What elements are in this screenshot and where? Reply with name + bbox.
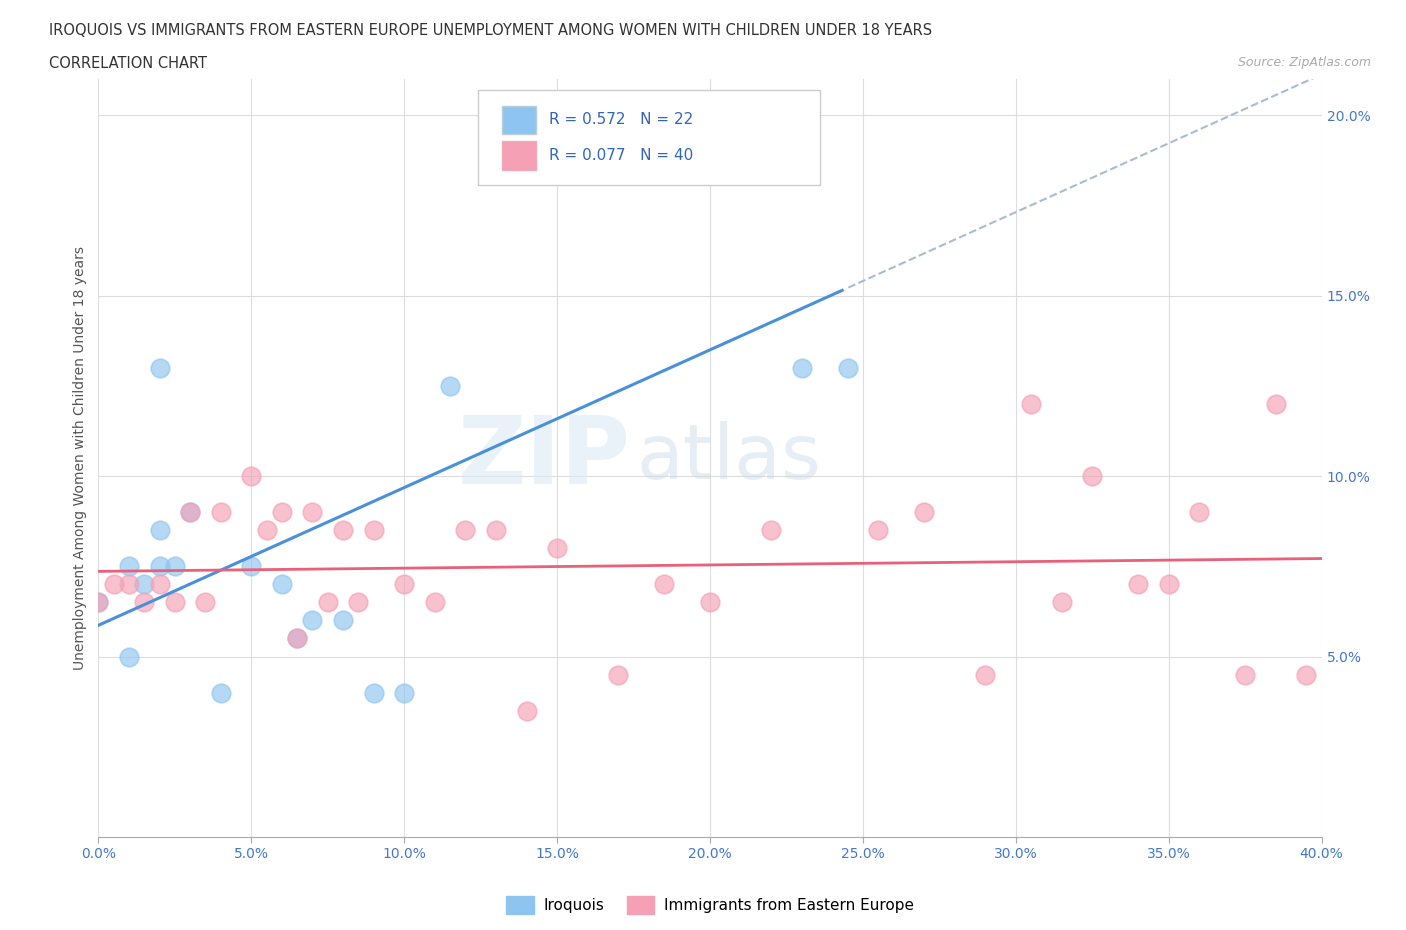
Point <box>912 505 935 520</box>
Text: IROQUOIS VS IMMIGRANTS FROM EASTERN EUROPE UNEMPLOYMENT AMONG WOMEN WITH CHILDRE: IROQUOIS VS IMMIGRANTS FROM EASTERN EURO… <box>49 23 932 38</box>
Point <box>149 577 172 591</box>
Point <box>1157 577 1180 591</box>
Point <box>790 360 813 375</box>
Point <box>103 577 125 591</box>
Point <box>363 685 385 700</box>
Point <box>868 523 890 538</box>
Point <box>516 703 538 718</box>
Point <box>240 559 263 574</box>
Point <box>1295 667 1317 682</box>
FancyBboxPatch shape <box>502 141 536 170</box>
Text: Source: ZipAtlas.com: Source: ZipAtlas.com <box>1237 56 1371 69</box>
Text: R = 0.572   N = 22: R = 0.572 N = 22 <box>548 113 693 127</box>
Point <box>163 559 186 574</box>
Point <box>332 613 354 628</box>
Point <box>149 559 172 574</box>
Point <box>134 577 156 591</box>
Point <box>546 541 568 556</box>
Point <box>347 595 370 610</box>
Point <box>454 523 477 538</box>
Point <box>392 685 416 700</box>
Point <box>1019 396 1042 411</box>
Point <box>270 505 292 520</box>
Point <box>209 505 232 520</box>
Text: atlas: atlas <box>637 421 821 495</box>
Text: ZIP: ZIP <box>457 412 630 504</box>
Point <box>87 595 110 610</box>
Point <box>163 595 186 610</box>
Point <box>363 523 385 538</box>
Point <box>607 667 630 682</box>
Point <box>1264 396 1286 411</box>
Point <box>134 595 156 610</box>
Point <box>699 595 721 610</box>
Point <box>423 595 446 610</box>
Point <box>1128 577 1150 591</box>
Point <box>179 505 201 520</box>
Point <box>87 595 110 610</box>
Point <box>270 577 292 591</box>
Point <box>332 523 354 538</box>
Point <box>240 469 263 484</box>
Text: R = 0.077   N = 40: R = 0.077 N = 40 <box>548 148 693 163</box>
Point <box>149 360 172 375</box>
Point <box>316 595 339 610</box>
Point <box>607 144 630 159</box>
Point <box>301 613 323 628</box>
Point <box>285 631 308 646</box>
Point <box>194 595 217 610</box>
Point <box>301 505 323 520</box>
Legend: Iroquois, Immigrants from Eastern Europe: Iroquois, Immigrants from Eastern Europe <box>501 890 920 920</box>
Point <box>485 523 508 538</box>
Point <box>118 577 141 591</box>
Point <box>392 577 416 591</box>
Point <box>439 379 461 393</box>
Point <box>1234 667 1257 682</box>
FancyBboxPatch shape <box>478 90 820 185</box>
Point <box>759 523 782 538</box>
Point <box>285 631 308 646</box>
Point <box>1081 469 1104 484</box>
Y-axis label: Unemployment Among Women with Children Under 18 years: Unemployment Among Women with Children U… <box>73 246 87 670</box>
FancyBboxPatch shape <box>502 106 536 134</box>
Point <box>974 667 997 682</box>
Point <box>209 685 232 700</box>
Point <box>1050 595 1073 610</box>
Point <box>149 523 172 538</box>
Point <box>179 505 201 520</box>
Point <box>652 577 675 591</box>
Text: CORRELATION CHART: CORRELATION CHART <box>49 56 207 71</box>
Point <box>118 559 141 574</box>
Point <box>837 360 859 375</box>
Point <box>256 523 278 538</box>
Point <box>1188 505 1211 520</box>
Point <box>118 649 141 664</box>
Point <box>652 144 675 159</box>
